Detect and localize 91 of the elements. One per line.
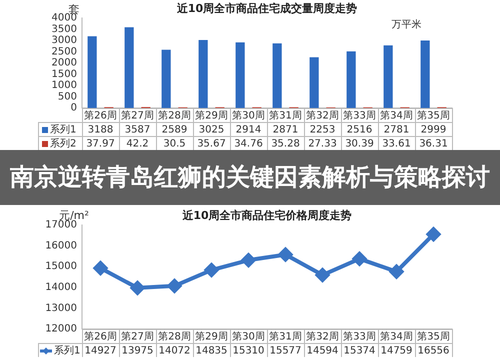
y-tick-label: 14000 xyxy=(45,282,77,293)
x-tick-label: 第34周 xyxy=(380,110,413,122)
x-tick-label: 第35周 xyxy=(417,110,450,122)
data-label: 42.2 xyxy=(126,138,149,150)
bar xyxy=(162,50,171,108)
x-tick-label: 第31周 xyxy=(269,330,302,343)
data-label: 2589 xyxy=(162,124,188,136)
data-label: 36.31 xyxy=(419,138,448,150)
bar xyxy=(198,40,208,108)
point xyxy=(390,264,404,279)
x-tick-label: 第31周 xyxy=(269,110,302,122)
point xyxy=(204,263,218,278)
data-label: 27.33 xyxy=(308,138,337,150)
data-label: 3587 xyxy=(124,124,150,136)
data-label: 30.5 xyxy=(163,138,186,150)
bar xyxy=(310,57,319,108)
data-label: 2914 xyxy=(236,124,262,136)
chart-title: 近10周全市商品住宅成交量周度走势 xyxy=(176,2,358,15)
legend-label: 系列2 xyxy=(50,138,76,150)
data-label: 14759 xyxy=(380,346,412,357)
y-tick-label: 13000 xyxy=(45,302,77,314)
x-tick-label: 第30周 xyxy=(232,330,265,343)
data-label: 2871 xyxy=(272,124,298,136)
data-label: 13975 xyxy=(122,346,154,357)
data-label: 14594 xyxy=(306,346,338,357)
x-tick-label: 第32周 xyxy=(306,330,339,343)
y-tick-label: 0 xyxy=(70,102,77,114)
y-tick-label: 15000 xyxy=(45,261,77,272)
point xyxy=(130,280,144,295)
x-tick-label: 第28周 xyxy=(158,110,191,122)
data-label: 35.28 xyxy=(271,138,300,150)
bar xyxy=(236,42,245,108)
data-label: 34.76 xyxy=(234,138,263,150)
y-tick-label: 3500 xyxy=(52,24,77,35)
y-tick-label: 17000 xyxy=(45,220,77,231)
x-tick-label: 第32周 xyxy=(306,110,339,122)
annotation: 万平米 xyxy=(392,18,422,31)
point xyxy=(278,248,292,262)
data-label: 14072 xyxy=(158,346,190,357)
x-tick-label: 第33周 xyxy=(343,110,376,122)
bar xyxy=(124,27,134,108)
x-tick-label: 第30周 xyxy=(232,110,265,122)
point xyxy=(316,268,330,282)
text: 南京逆转青岛红狮的关键因素解析与策略探讨 xyxy=(0,150,500,205)
y-tick-label: 500 xyxy=(58,91,77,102)
data-label: 16556 xyxy=(418,346,450,357)
data-label: 35.67 xyxy=(197,138,226,150)
data-label: 15310 xyxy=(232,346,264,357)
x-tick-label: 第35周 xyxy=(417,330,450,343)
x-tick-label: 第34周 xyxy=(380,330,413,343)
x-tick-label: 第33周 xyxy=(343,330,376,343)
data-label: 30.39 xyxy=(345,138,374,150)
y-tick-label: 12000 xyxy=(45,324,77,335)
x-tick-label: 第29周 xyxy=(195,330,228,343)
bar xyxy=(384,45,393,108)
y-tick-label: 1500 xyxy=(52,68,77,80)
data-label: 2999 xyxy=(420,124,446,136)
x-tick-label: 第28周 xyxy=(158,330,191,343)
y-tick-label: 3000 xyxy=(52,35,77,46)
bar xyxy=(88,36,97,108)
data-label: 33.61 xyxy=(382,138,411,150)
y-tick-label: 16000 xyxy=(45,240,77,252)
x-tick-label: 第27周 xyxy=(121,110,154,122)
x-tick-label: 第26周 xyxy=(84,110,117,122)
data-label: 15374 xyxy=(344,346,376,357)
y-tick-label: 1000 xyxy=(52,80,77,92)
point xyxy=(94,261,108,276)
chart-title: 近10周全市商品住宅价格周度走势 xyxy=(181,208,352,222)
data-label: 2781 xyxy=(384,124,410,136)
y-tick-label: 2500 xyxy=(52,46,77,58)
data-label: 15577 xyxy=(270,346,302,357)
data-label: 3025 xyxy=(198,124,224,136)
data-label: 2516 xyxy=(346,124,372,136)
x-tick-label: 第26周 xyxy=(84,330,117,343)
legend-label: 系列1 xyxy=(50,124,76,136)
legend-label: 系列1 xyxy=(54,344,80,357)
x-tick-label: 第27周 xyxy=(121,330,154,343)
data-label: 37.97 xyxy=(86,138,115,150)
y-tick-label: 2000 xyxy=(52,58,77,69)
bar xyxy=(272,43,282,108)
data-label: 3188 xyxy=(88,124,114,136)
point xyxy=(168,278,182,293)
data-label: 14835 xyxy=(196,346,228,357)
data-label: 14927 xyxy=(84,346,116,357)
data-label: 2253 xyxy=(310,124,336,136)
point xyxy=(242,253,256,268)
bar xyxy=(346,51,356,108)
point xyxy=(426,227,440,242)
x-tick-label: 第29周 xyxy=(195,110,228,122)
bar xyxy=(420,40,430,108)
point xyxy=(352,252,366,266)
